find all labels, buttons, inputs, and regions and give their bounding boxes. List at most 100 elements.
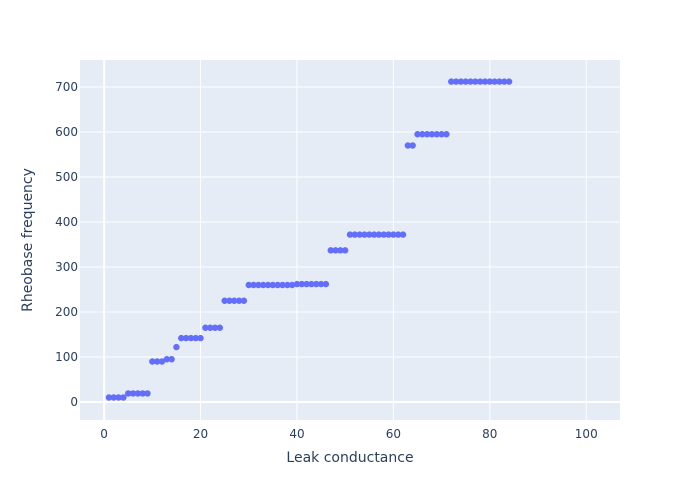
x-tick-label: 0 bbox=[100, 427, 108, 441]
x-tick-label: 80 bbox=[482, 427, 497, 441]
data-point bbox=[409, 142, 416, 149]
data-point bbox=[433, 131, 440, 138]
data-point bbox=[390, 231, 397, 238]
y-tick-label: 300 bbox=[55, 260, 78, 274]
y-tick-label: 200 bbox=[55, 305, 78, 319]
data-point bbox=[303, 280, 310, 288]
data-point bbox=[192, 334, 199, 342]
data-point bbox=[168, 356, 175, 363]
data-point bbox=[202, 324, 209, 331]
data-point bbox=[419, 131, 426, 138]
data-point bbox=[313, 280, 320, 288]
data-point bbox=[472, 78, 479, 85]
x-tick-label: 100 bbox=[575, 427, 598, 441]
data-point bbox=[279, 281, 286, 289]
data-point bbox=[115, 394, 122, 401]
data-point bbox=[260, 281, 267, 289]
data-point bbox=[240, 297, 248, 304]
data-point bbox=[395, 231, 402, 238]
data-point bbox=[341, 247, 349, 254]
y-tick-label: 500 bbox=[55, 170, 78, 184]
data-point bbox=[264, 281, 272, 289]
data-point bbox=[158, 358, 166, 365]
data-point bbox=[211, 324, 219, 331]
data-point bbox=[178, 334, 185, 342]
data-point bbox=[129, 390, 137, 397]
data-point bbox=[298, 280, 305, 288]
data-point bbox=[428, 131, 436, 138]
data-point bbox=[399, 231, 407, 238]
data-point bbox=[481, 78, 489, 85]
y-tick-label: 600 bbox=[55, 125, 78, 139]
data-points bbox=[105, 78, 513, 401]
data-point bbox=[380, 231, 387, 238]
data-point bbox=[351, 231, 359, 238]
data-point bbox=[462, 78, 469, 85]
data-point bbox=[486, 78, 494, 85]
data-point bbox=[322, 280, 330, 288]
data-point bbox=[284, 281, 291, 289]
data-point bbox=[153, 358, 161, 365]
data-point bbox=[385, 231, 392, 238]
data-point bbox=[216, 324, 224, 331]
data-point bbox=[452, 78, 460, 85]
data-point bbox=[448, 78, 455, 85]
data-point bbox=[173, 343, 180, 351]
data-point bbox=[476, 78, 484, 85]
data-point bbox=[269, 281, 277, 289]
data-point bbox=[206, 324, 214, 331]
grid-lines bbox=[80, 60, 620, 420]
x-axis-title: Leak conductance bbox=[286, 450, 413, 466]
y-axis-title: Rheobase frequency bbox=[20, 168, 36, 312]
data-point bbox=[438, 131, 445, 138]
data-point bbox=[370, 231, 378, 238]
data-point bbox=[366, 231, 373, 238]
data-point bbox=[105, 394, 113, 401]
data-point bbox=[467, 78, 474, 85]
data-point bbox=[197, 334, 204, 342]
data-point bbox=[293, 280, 301, 288]
data-point bbox=[139, 390, 146, 397]
data-point bbox=[274, 281, 281, 289]
data-point bbox=[414, 131, 421, 138]
data-point bbox=[443, 131, 450, 138]
data-point bbox=[457, 78, 465, 85]
data-point bbox=[235, 297, 243, 304]
data-point bbox=[149, 358, 156, 365]
data-point bbox=[317, 280, 325, 288]
data-point bbox=[501, 78, 508, 85]
data-point bbox=[496, 78, 503, 85]
data-point bbox=[337, 247, 344, 254]
x-tick-label: 20 bbox=[193, 427, 208, 441]
data-point bbox=[255, 281, 262, 289]
data-point bbox=[250, 281, 257, 289]
data-point bbox=[308, 280, 315, 288]
data-point bbox=[404, 142, 412, 149]
data-point bbox=[144, 390, 151, 397]
data-point bbox=[332, 247, 339, 254]
data-point bbox=[120, 394, 127, 401]
y-tick-labels: 0 100 200 300 400 500 600 700 bbox=[55, 80, 78, 409]
data-point bbox=[505, 78, 513, 85]
data-point bbox=[491, 78, 498, 85]
x-tick-labels: 0 20 40 60 80 100 bbox=[100, 427, 597, 441]
data-point bbox=[182, 334, 190, 342]
data-point bbox=[110, 394, 117, 401]
data-point bbox=[134, 390, 142, 397]
y-tick-label: 700 bbox=[55, 80, 78, 94]
data-point bbox=[245, 281, 252, 289]
data-point bbox=[327, 247, 334, 254]
y-tick-label: 0 bbox=[70, 395, 78, 409]
data-point bbox=[346, 231, 354, 238]
y-tick-label: 100 bbox=[55, 350, 78, 364]
data-point bbox=[163, 356, 170, 363]
data-point bbox=[187, 334, 195, 342]
x-tick-label: 40 bbox=[289, 427, 304, 441]
data-point bbox=[125, 390, 132, 397]
data-point bbox=[288, 281, 296, 289]
data-point bbox=[221, 297, 228, 304]
y-tick-label: 400 bbox=[55, 215, 78, 229]
plot-background bbox=[80, 60, 620, 420]
data-point bbox=[231, 297, 238, 304]
